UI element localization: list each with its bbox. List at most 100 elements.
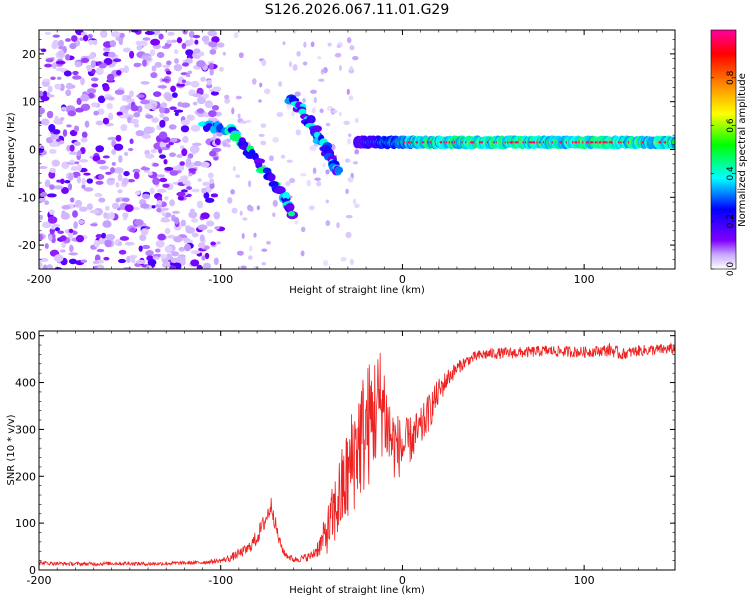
noise-blob — [214, 138, 221, 146]
noise-blob — [166, 253, 173, 261]
noise-blob — [160, 102, 168, 108]
noise-blob — [157, 200, 163, 206]
noise-blob — [161, 216, 169, 222]
snr-line-layer — [39, 342, 675, 567]
noise-blob — [317, 56, 322, 60]
y-tick-label: 10 — [22, 96, 36, 109]
noise-blob — [261, 248, 268, 252]
noise-blob — [276, 112, 284, 118]
noise-blob — [132, 168, 141, 174]
noise-blob — [166, 234, 176, 239]
noise-blob — [260, 140, 267, 146]
noise-blob — [296, 50, 301, 57]
noise-blob — [192, 93, 202, 98]
noise-blob — [124, 204, 134, 213]
noise-blob — [258, 133, 265, 137]
noise-blob — [216, 241, 221, 245]
noise-blob — [213, 156, 219, 161]
noise-blob — [161, 261, 171, 268]
noise-blob — [76, 97, 82, 106]
noise-blob — [325, 220, 331, 227]
noise-blob — [57, 50, 65, 58]
noise-blob — [44, 31, 52, 36]
noise-blob — [110, 31, 121, 38]
noise-blob — [169, 199, 175, 207]
noise-blob — [309, 145, 317, 151]
noise-blob — [83, 34, 89, 42]
noise-blob — [69, 42, 77, 50]
x-tick-label: -100 — [208, 273, 233, 286]
y-tick-label: 400 — [15, 377, 36, 390]
noise-blob — [169, 265, 176, 269]
noise-blob — [133, 123, 140, 128]
noise-blob — [40, 95, 50, 102]
noise-blob — [191, 232, 199, 238]
noise-blob — [130, 118, 140, 125]
colorbar-label: Normalized spectral amplitude — [737, 73, 748, 227]
noise-blob — [48, 234, 53, 241]
noise-blob — [278, 81, 283, 87]
noise-blob — [185, 57, 193, 64]
noise-blob — [102, 117, 110, 125]
noise-blob — [152, 162, 160, 167]
noise-blob — [348, 133, 352, 137]
noise-blob — [286, 159, 293, 163]
noise-blob — [104, 205, 110, 211]
noise-blob — [115, 134, 122, 142]
noise-blob — [141, 134, 152, 139]
noise-blob — [310, 89, 317, 94]
colorbar: 0.0 0.2 0.4 0.6 0.8 Normalized spectral ampl… — [710, 29, 748, 276]
noise-blob — [206, 229, 214, 234]
noise-blob — [159, 119, 166, 128]
noise-blob — [224, 98, 231, 104]
noise-blob — [103, 57, 113, 66]
noise-blob — [106, 73, 115, 82]
noise-blob — [140, 203, 150, 209]
noise-blob — [346, 37, 352, 44]
noise-blob — [124, 105, 132, 110]
noise-blob — [42, 264, 48, 269]
colorbar-tick-label: 0.6 — [726, 118, 736, 133]
noise-blob — [129, 255, 138, 259]
noise-blob — [92, 265, 98, 269]
noise-blob — [123, 171, 130, 177]
noise-blob — [80, 259, 88, 264]
noise-blob — [155, 239, 165, 248]
noise-blob — [115, 197, 121, 203]
noise-blob — [171, 210, 181, 215]
descending-arc-2-mark — [312, 125, 322, 133]
noise-blob — [240, 120, 248, 124]
noise-blob — [92, 260, 100, 265]
y-tick-label: -20 — [18, 239, 36, 252]
noise-blob — [222, 51, 226, 56]
noise-blob — [76, 164, 82, 172]
noise-blob — [182, 135, 189, 144]
noise-blob — [80, 32, 87, 36]
noise-blob — [235, 174, 241, 179]
noise-blob — [196, 264, 203, 269]
noise-blob — [207, 30, 218, 37]
noise-blob — [46, 193, 57, 198]
noise-blob — [180, 257, 186, 266]
noise-blob — [149, 49, 156, 57]
noise-blob — [92, 155, 101, 162]
noise-blob — [272, 199, 278, 207]
noise-blob — [48, 171, 56, 179]
noise-blob — [107, 112, 114, 121]
noise-blob — [352, 56, 359, 61]
noise-blob — [150, 148, 157, 154]
noise-blob — [94, 192, 103, 198]
noise-blob — [119, 236, 130, 241]
noise-blob — [140, 99, 150, 105]
noise-blob — [169, 170, 179, 176]
noise-blob — [95, 180, 104, 185]
noise-blob — [233, 32, 239, 39]
noise-blob — [158, 105, 166, 114]
noise-blob — [189, 145, 200, 154]
noise-blob — [104, 239, 112, 248]
noise-blob — [170, 257, 178, 264]
noise-blob — [57, 39, 65, 48]
noise-blob — [105, 96, 115, 101]
noise-blob — [164, 245, 173, 254]
